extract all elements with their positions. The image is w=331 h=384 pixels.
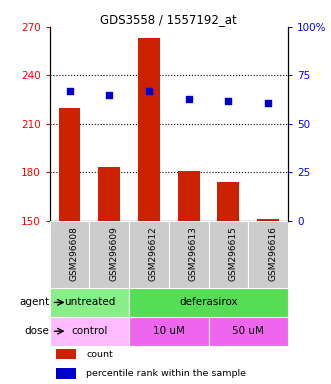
Bar [248, 221, 288, 288]
Text: count: count [86, 349, 113, 359]
Text: GSM296608: GSM296608 [70, 226, 78, 281]
Bar [50, 221, 89, 288]
Text: GSM296609: GSM296609 [109, 226, 118, 281]
Bar [169, 221, 209, 288]
Bar [98, 167, 120, 221]
Text: GSM296612: GSM296612 [149, 226, 158, 281]
Bar [209, 317, 288, 346]
Text: agent: agent [20, 297, 50, 308]
Text: GSM296615: GSM296615 [228, 226, 237, 281]
Title: GDS3558 / 1557192_at: GDS3558 / 1557192_at [100, 13, 237, 26]
Point [226, 98, 231, 104]
Bar [138, 38, 160, 221]
Bar [129, 288, 288, 317]
Point [146, 88, 152, 94]
Text: GSM296613: GSM296613 [189, 226, 198, 281]
Text: 50 uM: 50 uM [232, 326, 264, 336]
Bar [178, 171, 200, 221]
Bar [257, 219, 279, 221]
Bar [56, 368, 76, 379]
Text: control: control [71, 326, 108, 336]
Point [186, 96, 191, 102]
Text: 10 uM: 10 uM [153, 326, 185, 336]
Text: untreated: untreated [64, 297, 115, 308]
Point [265, 99, 271, 106]
Bar [217, 182, 239, 221]
Bar [209, 221, 248, 288]
Text: dose: dose [25, 326, 50, 336]
Point [107, 92, 112, 98]
Bar [50, 288, 129, 317]
Bar [89, 221, 129, 288]
Bar [56, 349, 76, 359]
Bar [129, 317, 209, 346]
Bar [59, 108, 80, 221]
Bar [129, 221, 169, 288]
Text: percentile rank within the sample: percentile rank within the sample [86, 369, 246, 378]
Text: deferasirox: deferasirox [179, 297, 238, 308]
Text: GSM296616: GSM296616 [268, 226, 277, 281]
Point [67, 88, 72, 94]
Bar [50, 317, 129, 346]
